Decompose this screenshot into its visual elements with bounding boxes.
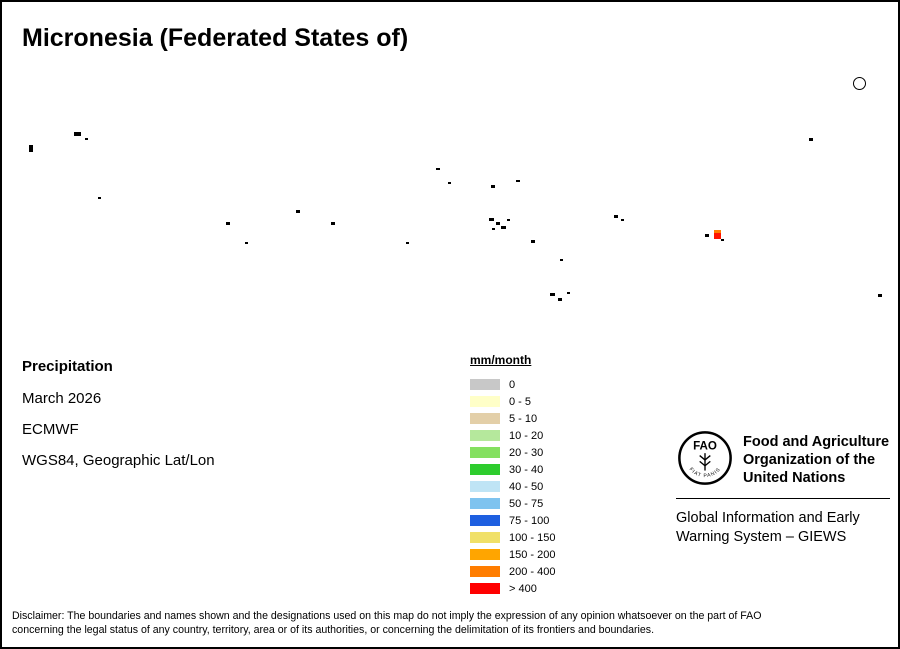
legend-row: 150 - 200 — [470, 546, 555, 563]
island-mark — [809, 138, 813, 141]
legend-label: 150 - 200 — [509, 548, 556, 561]
map-date: March 2026 — [22, 390, 102, 407]
island-mark — [550, 293, 555, 296]
legend-swatch — [470, 430, 500, 441]
legend-row: 50 - 75 — [470, 495, 555, 512]
legend: mm/month 0 0 - 5 5 - 10 10 - 20 20 - 30 30 - … — [470, 353, 555, 597]
island-mark — [496, 222, 500, 225]
island-mark — [492, 228, 495, 230]
island-mark — [448, 182, 451, 184]
legend-label: 100 - 150 — [509, 531, 556, 544]
legend-row: > 400 — [470, 580, 555, 597]
disclaimer-line: Disclaimer: The boundaries and names sho… — [12, 610, 762, 622]
layer-name: Precipitation — [22, 358, 113, 375]
legend-label: > 400 — [509, 582, 537, 595]
island-mark — [705, 234, 709, 237]
legend-label: 0 - 5 — [509, 395, 532, 408]
wheat-icon — [699, 453, 711, 471]
legend-row: 5 - 10 — [470, 410, 555, 427]
legend-label: 75 - 100 — [509, 514, 550, 527]
data-source: ECMWF — [22, 421, 79, 438]
island-mark — [721, 239, 724, 241]
legend-swatch — [470, 549, 500, 560]
island-mark — [226, 222, 230, 225]
legend-swatch — [470, 532, 500, 543]
fao-org-line: United Nations — [743, 470, 846, 486]
island-mark — [714, 230, 721, 233]
island-mark — [491, 185, 495, 188]
legend-row: 30 - 40 — [470, 461, 555, 478]
giews-line: Global Information and Early — [676, 510, 860, 526]
page-title: Micronesia (Federated States of) — [22, 24, 409, 52]
projection-info: WGS84, Geographic Lat/Lon — [22, 452, 215, 469]
island-mark — [29, 145, 33, 152]
island-mark — [560, 259, 563, 261]
island-mark — [614, 215, 618, 218]
island-mark — [516, 180, 520, 182]
fao-block: FAO FIAT PANIS Food and Agriculture Orga… — [676, 429, 890, 547]
fao-logo-icon: FAO FIAT PANIS — [678, 431, 732, 485]
island-mark — [296, 210, 300, 213]
giews-label: Global Information and Early Warning Sys… — [676, 509, 890, 547]
fao-header: FAO FIAT PANIS Food and Agriculture Orga… — [676, 429, 890, 487]
island-mark — [501, 226, 506, 229]
island-mark — [98, 197, 101, 199]
legend-row: 40 - 50 — [470, 478, 555, 495]
legend-label: 0 — [509, 378, 516, 391]
legend-swatch — [470, 566, 500, 577]
island-mark — [621, 219, 624, 221]
legend-label: 20 - 30 — [509, 446, 544, 459]
legend-row: 20 - 30 — [470, 444, 555, 461]
legend-row: 75 - 100 — [470, 512, 555, 529]
island-mark — [406, 242, 409, 244]
legend-swatch — [470, 498, 500, 509]
legend-swatch — [470, 379, 500, 390]
island-mark — [74, 132, 81, 136]
legend-label: 40 - 50 — [509, 480, 544, 493]
legend-row: 0 - 5 — [470, 393, 555, 410]
fao-org-line: Food and Agriculture — [743, 434, 890, 450]
legend-swatch — [470, 515, 500, 526]
island-mark — [531, 240, 535, 243]
island-mark — [436, 168, 440, 170]
island-mark — [331, 222, 335, 225]
legend-swatch — [470, 396, 500, 407]
island-mark — [245, 242, 248, 244]
fao-divider — [676, 498, 890, 499]
legend-label: 10 - 20 — [509, 429, 544, 442]
island-mark — [558, 298, 562, 301]
island-mark — [85, 138, 88, 140]
disclaimer: Disclaimer: The boundaries and names sho… — [12, 609, 761, 637]
island-mark — [853, 77, 866, 90]
legend-row: 100 - 150 — [470, 529, 555, 546]
fao-org-line: Organization of the — [743, 452, 876, 468]
legend-row: 0 — [470, 376, 555, 393]
legend-row: 10 - 20 — [470, 427, 555, 444]
island-mark — [489, 218, 494, 221]
legend-swatch — [470, 583, 500, 594]
legend-row: 200 - 400 — [470, 563, 555, 580]
map-info-block: Precipitation March 2026 ECMWF WGS84, Ge… — [22, 358, 215, 483]
legend-swatch — [470, 481, 500, 492]
legend-swatch — [470, 464, 500, 475]
legend-label: 5 - 10 — [509, 412, 538, 425]
legend-label: 30 - 40 — [509, 463, 544, 476]
legend-label: 200 - 400 — [509, 565, 556, 578]
fao-org-name: Food and Agriculture Organization of the… — [743, 429, 889, 487]
legend-swatch — [470, 413, 500, 424]
legend-swatch — [470, 447, 500, 458]
fao-logo-text: FAO — [693, 439, 717, 452]
legend-label: 50 - 75 — [509, 497, 544, 510]
island-mark — [507, 219, 510, 221]
island-mark — [714, 233, 721, 239]
disclaimer-line: concerning the legal status of any count… — [12, 624, 655, 636]
island-mark — [567, 292, 570, 294]
legend-title: mm/month — [470, 353, 532, 367]
giews-line: Warning System – GIEWS — [676, 529, 847, 545]
legend-items: 0 0 - 5 5 - 10 10 - 20 20 - 30 30 - 40 40 - 50… — [470, 376, 555, 597]
island-mark — [878, 294, 882, 297]
